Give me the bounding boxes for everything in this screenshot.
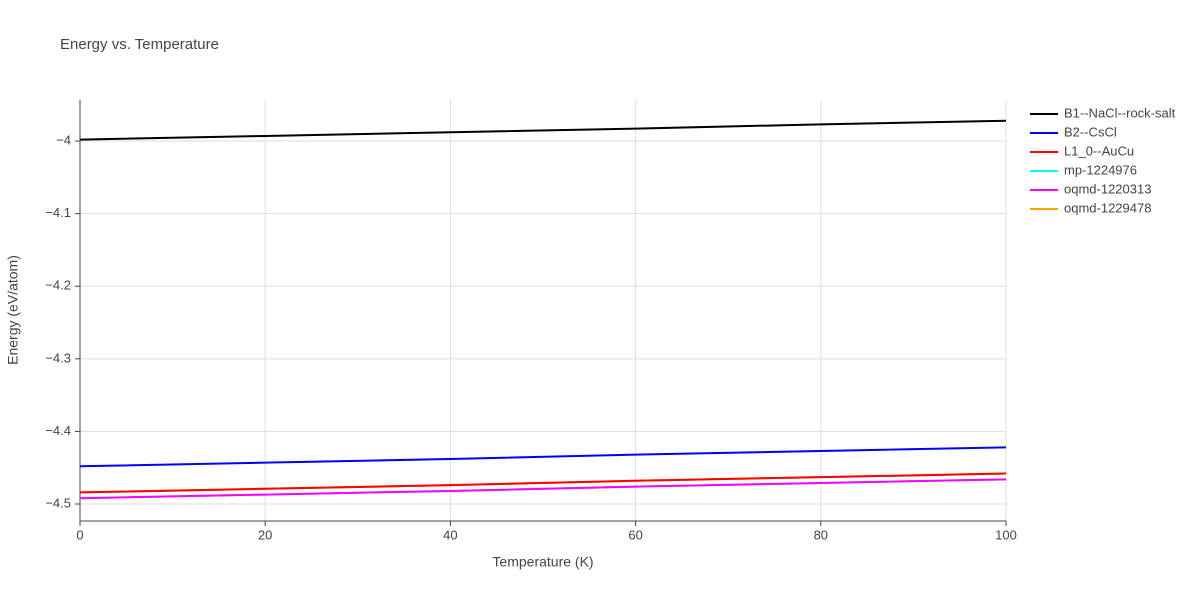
legend-label: B2--CsCl bbox=[1064, 124, 1117, 139]
chart-title: Energy vs. Temperature bbox=[60, 36, 219, 53]
x-tick-label: 80 bbox=[814, 527, 828, 542]
y-tick-label: −4.4 bbox=[45, 423, 71, 438]
y-tick-label: −4.3 bbox=[45, 350, 71, 365]
x-tick-label: 40 bbox=[443, 527, 457, 542]
series-line bbox=[79, 119, 1007, 141]
x-tick-label: 20 bbox=[258, 527, 272, 542]
legend-label: oqmd-1229478 bbox=[1064, 200, 1151, 215]
legend-label: mp-1224976 bbox=[1064, 162, 1137, 177]
plot-area: 0 20 40 60 80 100 −4 −4.1 −4.2 −4.3 −4.4 −4.5 bbox=[45, 100, 1017, 542]
legend: B1--NaCl--rock-salt B2--CsCl L1_0--AuCu mp-… bbox=[1030, 105, 1176, 215]
x-tick-label: 100 bbox=[995, 527, 1017, 542]
series-line bbox=[79, 478, 1007, 500]
legend-label: L1_0--AuCu bbox=[1064, 143, 1134, 158]
x-tick-label: 0 bbox=[76, 527, 83, 542]
legend-label: oqmd-1220313 bbox=[1064, 181, 1151, 196]
series-line bbox=[79, 472, 1007, 494]
y-tick-label: −4.2 bbox=[45, 278, 71, 293]
x-axis-title: Temperature (K) bbox=[492, 554, 593, 570]
y-tick-label: −4 bbox=[56, 132, 71, 147]
legend-label: B1--NaCl--rock-salt bbox=[1064, 105, 1176, 120]
series-line bbox=[79, 446, 1007, 468]
y-tick-label: −4.1 bbox=[45, 205, 71, 220]
x-tick-label: 60 bbox=[628, 527, 642, 542]
y-tick-label: −4.5 bbox=[45, 495, 71, 510]
y-axis-title: Energy (eV/atom) bbox=[5, 255, 21, 365]
